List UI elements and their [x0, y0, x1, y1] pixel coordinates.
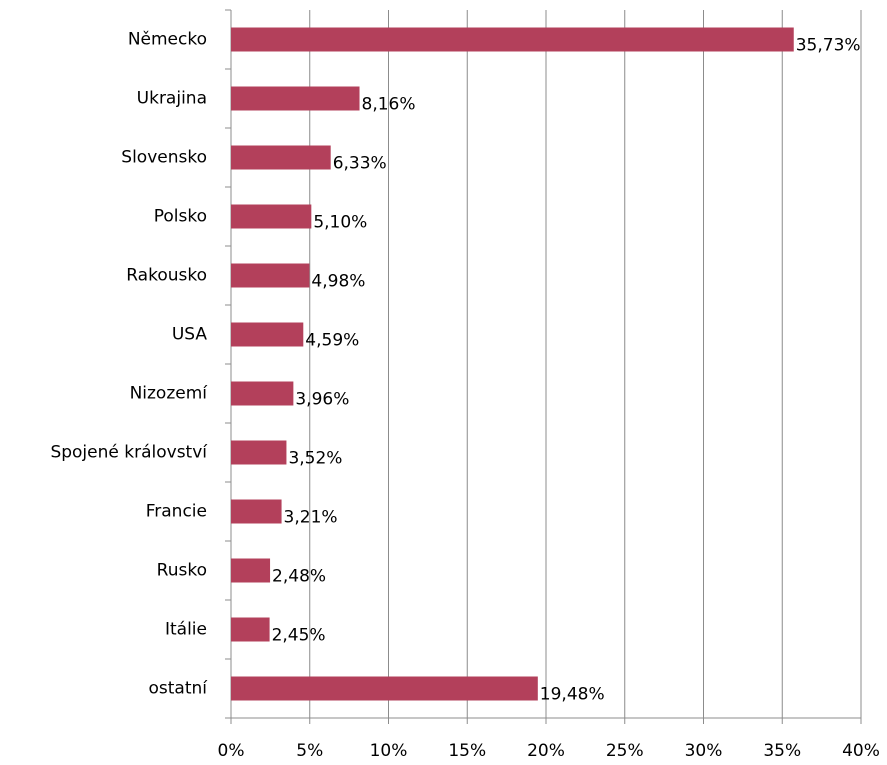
- bar: [231, 322, 304, 347]
- bar: [231, 499, 282, 524]
- x-tick-label: 40%: [842, 741, 880, 761]
- bar: [231, 381, 294, 406]
- x-tick-label: 25%: [606, 741, 644, 761]
- value-label: 2,45%: [272, 626, 326, 646]
- bar: [231, 558, 271, 583]
- y-tick-label: Rakousko: [126, 266, 207, 286]
- bar: [231, 86, 360, 111]
- y-tick-label: Slovensko: [121, 148, 207, 168]
- bar: [231, 676, 538, 701]
- y-tick-label: Rusko: [157, 561, 207, 581]
- value-label: 3,52%: [288, 449, 342, 469]
- bar: [231, 27, 794, 52]
- y-tick-label: Francie: [146, 502, 207, 522]
- y-tick-label: ostatní: [148, 679, 208, 699]
- x-tick-label: 0%: [218, 741, 245, 761]
- bar: [231, 263, 310, 288]
- bar: [231, 145, 331, 170]
- bar: [231, 440, 287, 465]
- bar: [231, 204, 312, 229]
- y-tick-label: Polsko: [154, 207, 207, 227]
- value-label: 3,96%: [295, 390, 349, 410]
- y-tick-label: Ukrajina: [137, 89, 207, 109]
- value-label: 8,16%: [362, 95, 416, 115]
- y-tick-label: Nizozemí: [130, 384, 209, 404]
- value-label: 19,48%: [540, 685, 605, 705]
- value-label: 2,48%: [272, 567, 326, 587]
- y-tick-label: Německo: [128, 30, 207, 50]
- x-tick-label: 30%: [685, 741, 723, 761]
- value-label: 5,10%: [313, 213, 367, 233]
- y-tick-label: Spojené království: [50, 443, 208, 463]
- y-tick-label: Itálie: [165, 620, 207, 640]
- bar: [231, 617, 270, 642]
- y-tick-label: USA: [172, 325, 208, 345]
- value-label: 4,59%: [305, 331, 359, 351]
- x-tick-label: 35%: [763, 741, 801, 761]
- x-tick-label: 15%: [448, 741, 486, 761]
- x-tick-label: 20%: [527, 741, 565, 761]
- x-tick-label: 5%: [296, 741, 323, 761]
- value-label: 6,33%: [333, 154, 387, 174]
- value-label: 3,21%: [284, 508, 338, 528]
- x-tick-label: 10%: [370, 741, 408, 761]
- value-label: 4,98%: [311, 272, 365, 292]
- value-label: 35,73%: [796, 36, 861, 56]
